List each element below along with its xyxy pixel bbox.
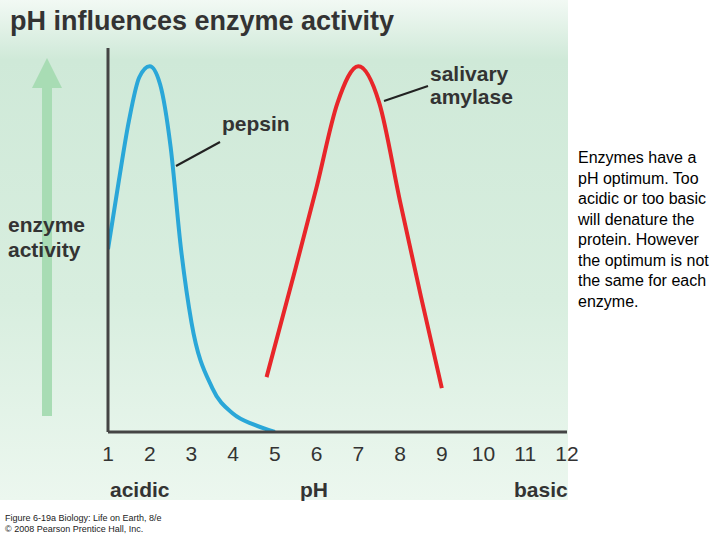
html-text:pH: pH bbox=[300, 478, 328, 501]
html-text:pepsin: pepsin bbox=[222, 112, 290, 135]
html-text:enzyme activity: enzyme activity bbox=[8, 213, 85, 261]
svg-text:1: 1 bbox=[102, 442, 114, 465]
html-text:salivary amylase: salivary amylase bbox=[430, 62, 513, 108]
svg-text:3: 3 bbox=[186, 442, 198, 465]
svg-text:10: 10 bbox=[472, 442, 495, 465]
html-text:basic: basic bbox=[514, 478, 568, 501]
html-text:pH influences enzyme activity: pH influences enzyme activity bbox=[10, 6, 395, 36]
svg-text:4: 4 bbox=[227, 442, 239, 465]
svg-text:11: 11 bbox=[514, 442, 536, 465]
html-text:acidic: acidic bbox=[110, 478, 170, 501]
html-text:© 2008 Pearson Prentice Hall,: © 2008 Pearson Prentice Hall, Inc. bbox=[5, 524, 144, 534]
svg-text:9: 9 bbox=[436, 442, 448, 465]
svg-text:6: 6 bbox=[311, 442, 323, 465]
svg-text:5: 5 bbox=[269, 442, 281, 465]
svg-text:8: 8 bbox=[394, 442, 406, 465]
svg-text:2: 2 bbox=[144, 442, 156, 465]
html-text:Figure 6-19a Biology: Life on: Figure 6-19a Biology: Life on Earth, 8/e bbox=[5, 513, 162, 523]
svg-text:12: 12 bbox=[555, 442, 578, 465]
svg-text:7: 7 bbox=[353, 442, 365, 465]
html-text:Enzymes have a pH optimum. Too: Enzymes have a pH optimum. Too acidic or… bbox=[578, 149, 709, 310]
